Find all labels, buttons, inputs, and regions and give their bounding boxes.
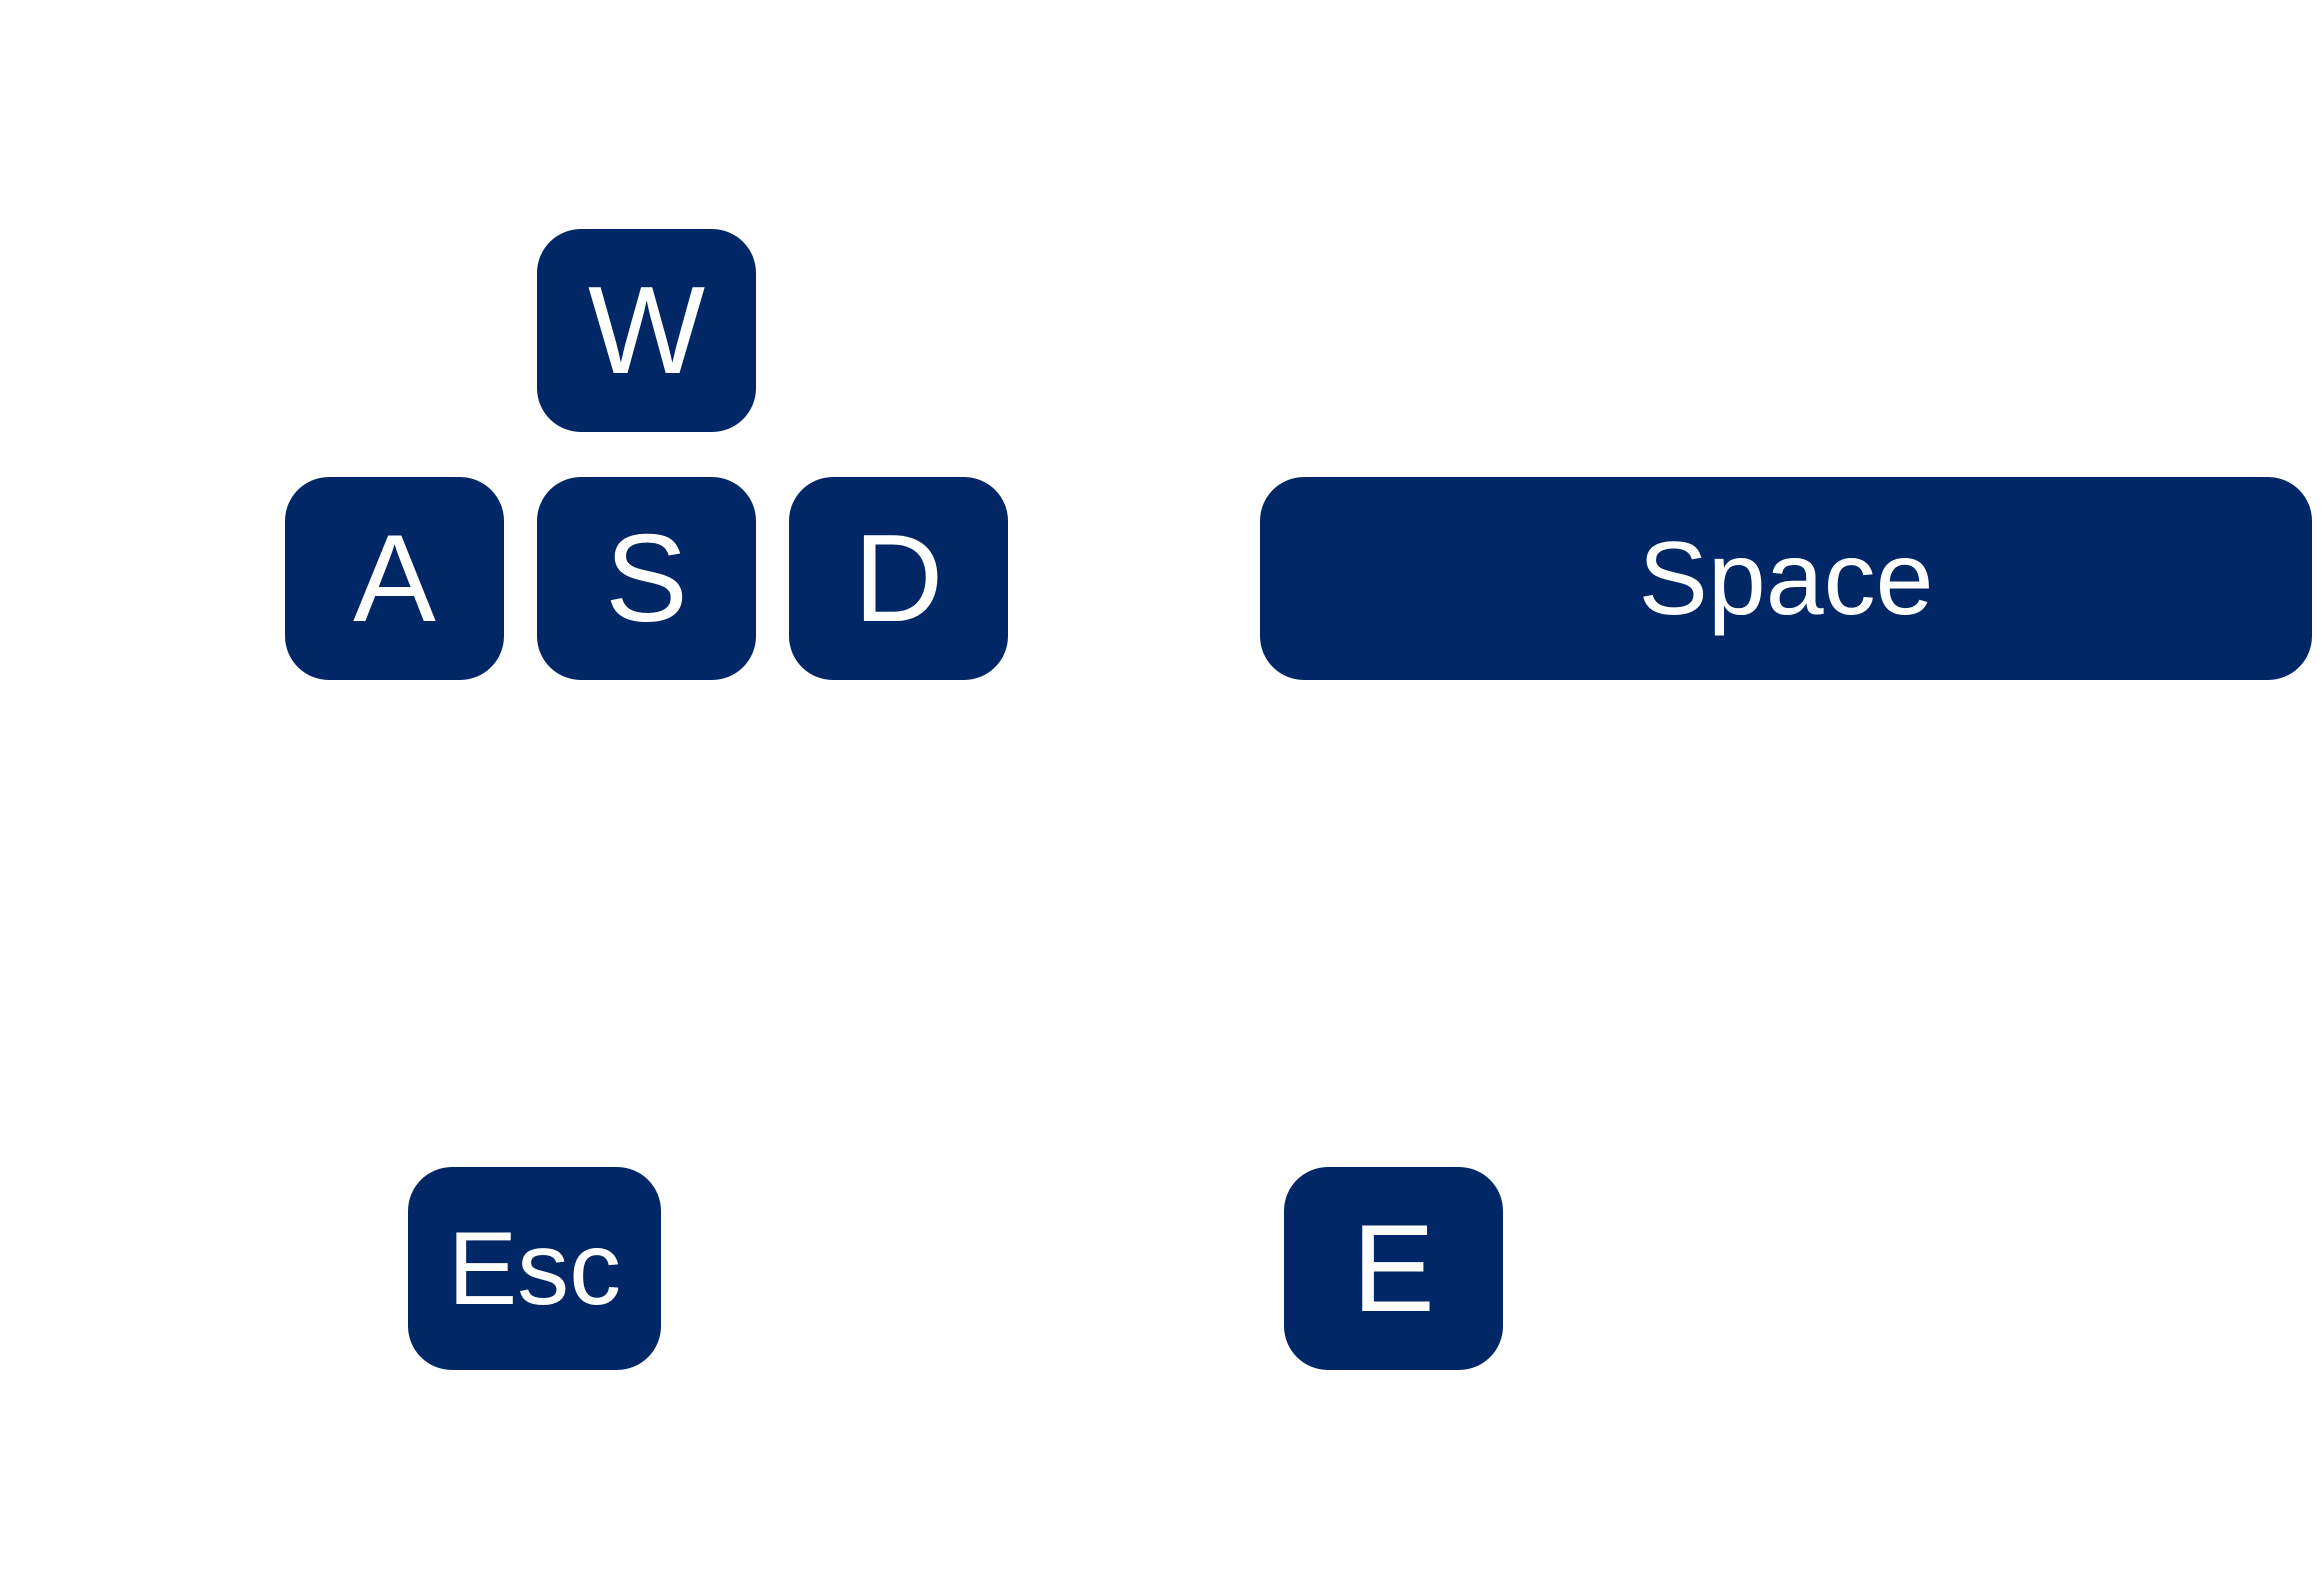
key-space[interactable]: Space bbox=[1260, 477, 2312, 680]
key-space-label: Space bbox=[1638, 520, 1934, 637]
key-s[interactable]: S bbox=[537, 477, 756, 680]
key-w-label: W bbox=[587, 261, 706, 400]
key-d[interactable]: D bbox=[789, 477, 1008, 680]
key-e-label: E bbox=[1352, 1199, 1435, 1338]
key-a[interactable]: A bbox=[285, 477, 504, 680]
key-e[interactable]: E bbox=[1284, 1167, 1503, 1370]
key-a-label: A bbox=[353, 509, 436, 648]
key-w[interactable]: W bbox=[537, 229, 756, 432]
key-esc[interactable]: Esc bbox=[408, 1167, 661, 1370]
key-s-label: S bbox=[605, 509, 688, 648]
key-d-label: D bbox=[853, 509, 944, 648]
key-esc-label: Esc bbox=[447, 1210, 622, 1327]
